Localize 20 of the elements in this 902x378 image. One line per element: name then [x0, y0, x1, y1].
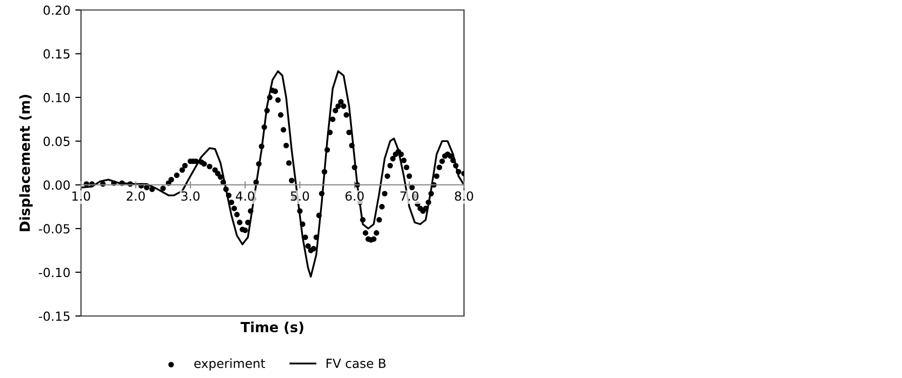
y-tick-label: 0.20	[44, 5, 70, 15]
x-tick-label: 7.0	[400, 191, 418, 201]
y-tick-label: 0.10	[44, 92, 70, 102]
legend-label: FV case B	[326, 358, 386, 368]
y-tick-label: -0.15	[38, 311, 70, 321]
y-tick-label: -0.05	[38, 224, 70, 234]
legend-label: experiment	[194, 358, 266, 371]
x-tick-label: 4.0	[236, 191, 254, 201]
x-tick-label: 2.0	[126, 191, 145, 201]
x-tick-label: 5.0	[290, 191, 309, 201]
y-axis-title: Displacement (m)	[19, 94, 33, 232]
x-tick-label: 3.0	[181, 191, 200, 201]
y-tick-label: -0.10	[38, 268, 70, 278]
x-tick-label: 1.0	[72, 191, 90, 201]
y-tick-label: 0.15	[44, 49, 70, 59]
x-tick-label: 6.0	[346, 191, 364, 201]
x-tick-label: 8.0	[454, 191, 474, 201]
y-tick-label: 0.00	[44, 180, 70, 190]
x-axis-title: Time (s)	[240, 322, 304, 334]
y-tick-label: 0.05	[44, 136, 70, 146]
